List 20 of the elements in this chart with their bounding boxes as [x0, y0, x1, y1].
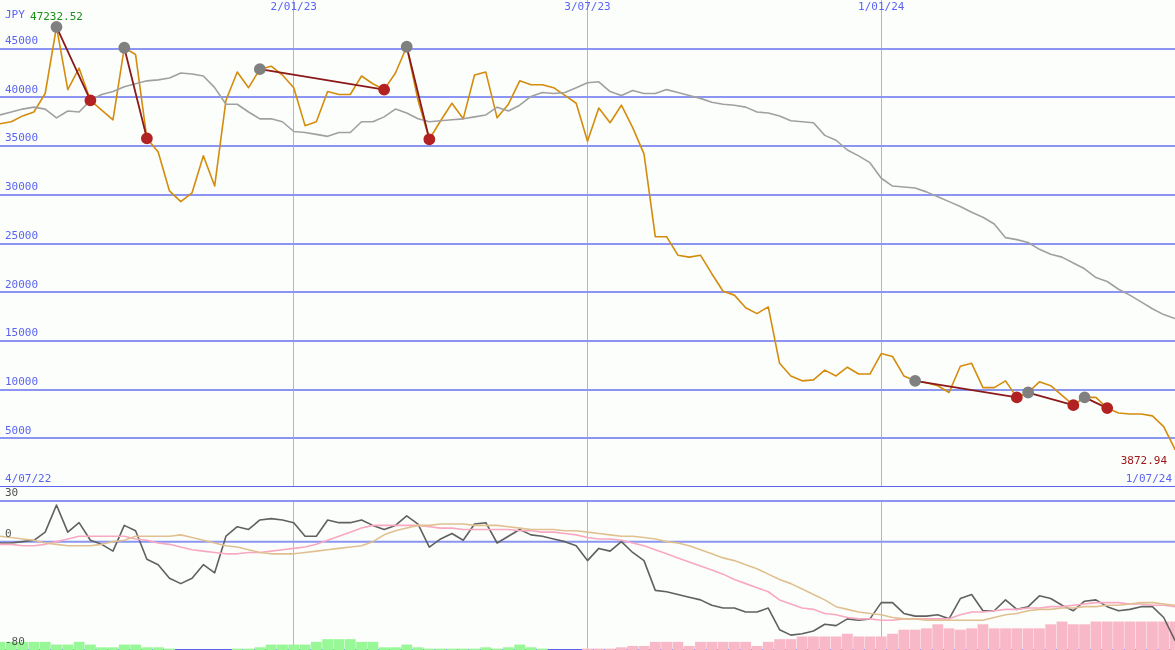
x-tick-label: 2/01/23 [270, 0, 317, 14]
annotation: 47232.52 [30, 10, 83, 24]
y-tick-label: 20000 [5, 277, 39, 291]
y-tick-label: 45000 [5, 34, 39, 48]
y-tick-label: 5000 [5, 423, 32, 437]
y-tick-label: 15000 [5, 326, 39, 340]
y-tick-label: 0 [5, 527, 12, 540]
y-tick-label: 30000 [5, 180, 39, 194]
y-tick-label: 25000 [5, 228, 39, 242]
y-tick-label: -80 [5, 635, 25, 649]
x-tick-label: 3/07/23 [564, 0, 611, 14]
y-tick-label: 10000 [5, 374, 39, 388]
y-tick-label: 35000 [5, 131, 39, 145]
annotation: 3872.94 [1120, 453, 1168, 467]
y-axis-title: JPY [5, 8, 26, 22]
y-tick-label: 30 [5, 486, 19, 500]
x-tick-label: 1/01/24 [858, 0, 905, 14]
y-tick-label: 40000 [5, 82, 39, 96]
annotation: 4/07/22 [5, 472, 52, 486]
annotation: 1/07/24 [1125, 472, 1173, 486]
